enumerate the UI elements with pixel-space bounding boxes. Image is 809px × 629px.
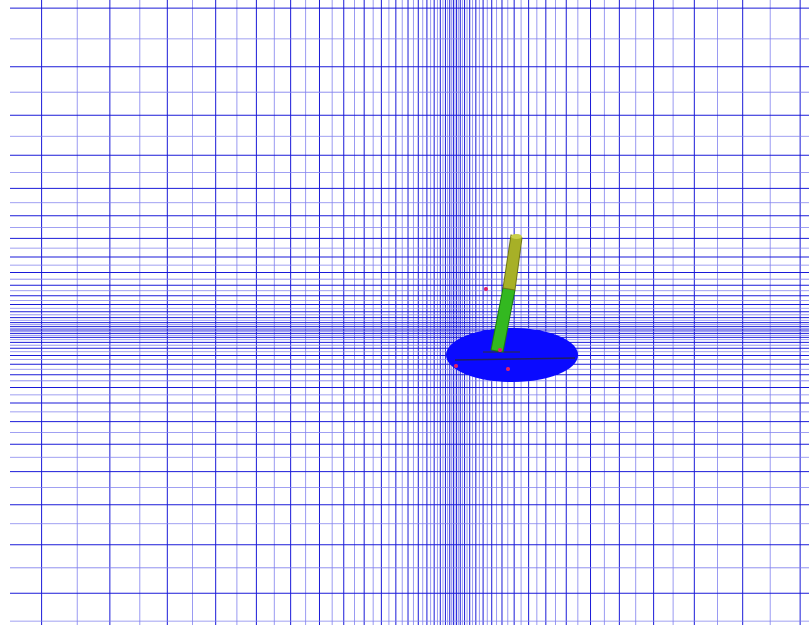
marker [498, 348, 502, 352]
cylinder-cap [511, 234, 522, 239]
base-disc [446, 328, 578, 382]
marker [484, 287, 488, 291]
marker [506, 367, 510, 371]
mesh-viewport [0, 0, 809, 629]
page: (() => { const data = JSON.parse(documen… [0, 0, 809, 629]
marker [454, 364, 458, 368]
